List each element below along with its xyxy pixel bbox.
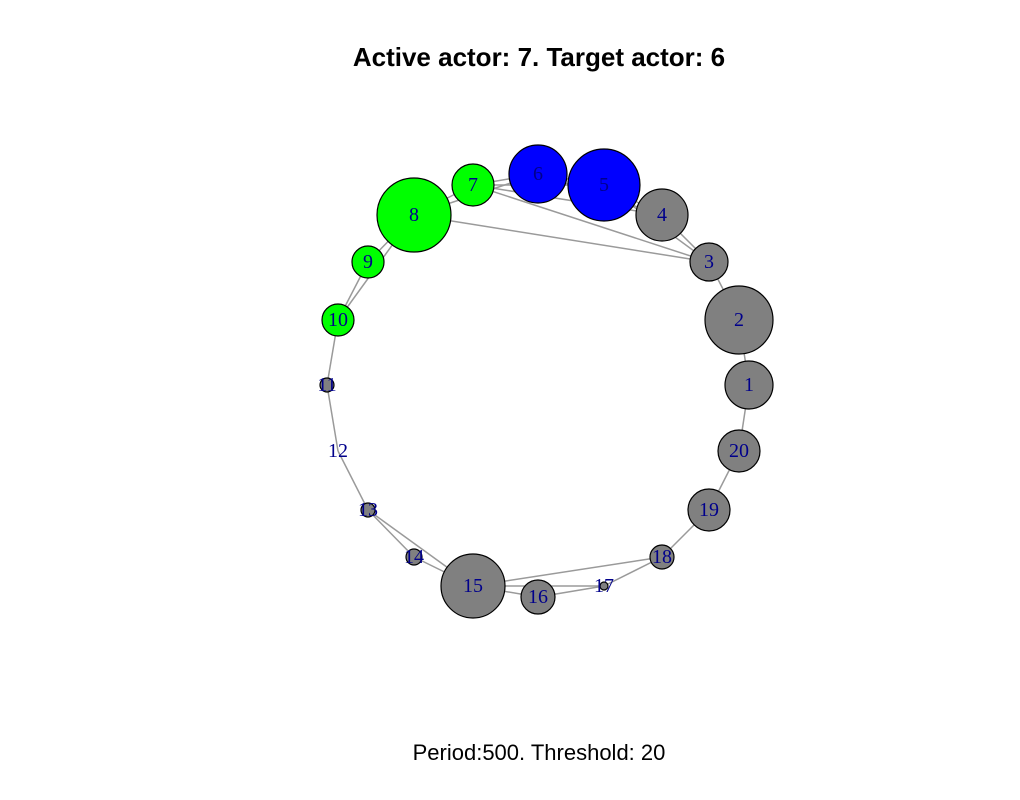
node-4: 4 bbox=[635, 188, 689, 242]
node-13: 13 bbox=[358, 499, 378, 521]
node-11: 11 bbox=[317, 374, 336, 396]
node-label-1: 1 bbox=[744, 374, 754, 396]
edge-7-3 bbox=[472, 184, 710, 263]
node-circle-14 bbox=[405, 548, 423, 566]
node-label-10: 10 bbox=[328, 309, 348, 331]
node-circle-16 bbox=[520, 579, 556, 615]
node-label-20: 20 bbox=[729, 440, 749, 462]
node-1: 1 bbox=[724, 360, 774, 410]
node-circle-10 bbox=[321, 303, 355, 337]
node-12: 12 bbox=[328, 440, 348, 462]
node-14: 14 bbox=[404, 546, 424, 568]
node-8: 8 bbox=[376, 177, 452, 253]
node-label-18: 18 bbox=[652, 546, 672, 568]
node-circle-7 bbox=[451, 163, 495, 207]
node-2: 2 bbox=[704, 285, 774, 355]
node-label-3: 3 bbox=[704, 251, 714, 273]
node-circle-8 bbox=[376, 177, 452, 253]
node-circle-19 bbox=[687, 488, 731, 532]
node-label-9: 9 bbox=[363, 251, 373, 273]
node-label-19: 19 bbox=[699, 499, 719, 521]
node-circle-17 bbox=[599, 581, 609, 591]
node-label-15: 15 bbox=[463, 575, 483, 597]
node-circle-3 bbox=[689, 242, 729, 282]
node-circle-6 bbox=[508, 144, 568, 204]
edge-13-12 bbox=[337, 450, 369, 511]
node-circle-20 bbox=[717, 429, 761, 473]
node-circle-4 bbox=[635, 188, 689, 242]
node-label-16: 16 bbox=[528, 586, 548, 608]
node-6: 6 bbox=[508, 144, 568, 204]
node-label-2: 2 bbox=[734, 309, 744, 331]
node-7: 7 bbox=[451, 163, 495, 207]
node-5: 5 bbox=[567, 148, 641, 222]
node-16: 16 bbox=[520, 579, 556, 615]
node-label-14: 14 bbox=[404, 546, 424, 568]
node-label-17: 17 bbox=[594, 575, 614, 597]
node-circle-9 bbox=[351, 245, 385, 279]
node-label-4: 4 bbox=[657, 204, 667, 226]
plot-title: Active actor: 7. Target actor: 6 bbox=[352, 42, 726, 72]
node-circle-15 bbox=[440, 553, 506, 619]
edge-12-11 bbox=[326, 384, 339, 452]
node-20: 20 bbox=[717, 429, 761, 473]
node-circle-18 bbox=[649, 544, 675, 570]
node-label-6: 6 bbox=[533, 163, 543, 185]
node-label-8: 8 bbox=[409, 204, 419, 226]
node-label-13: 13 bbox=[358, 499, 378, 521]
node-circle-13 bbox=[360, 502, 376, 518]
node-circle-2 bbox=[704, 285, 774, 355]
node-15: 15 bbox=[440, 553, 506, 619]
node-label-12: 12 bbox=[328, 440, 348, 462]
node-9: 9 bbox=[351, 245, 385, 279]
node-label-11: 11 bbox=[317, 374, 336, 396]
node-circle-1 bbox=[724, 360, 774, 410]
node-18: 18 bbox=[649, 544, 675, 570]
node-10: 10 bbox=[321, 303, 355, 337]
edge-14-13 bbox=[367, 509, 415, 558]
node-label-7: 7 bbox=[468, 174, 478, 196]
node-circle-11 bbox=[319, 377, 335, 393]
node-17: 17 bbox=[594, 575, 614, 597]
edge-8-3 bbox=[413, 214, 710, 263]
node-19: 19 bbox=[687, 488, 731, 532]
node-circle-5 bbox=[567, 148, 641, 222]
plot-subtitle: Period:500. Threshold: 20 bbox=[412, 740, 666, 765]
node-label-5: 5 bbox=[599, 174, 609, 196]
node-3: 3 bbox=[689, 242, 729, 282]
